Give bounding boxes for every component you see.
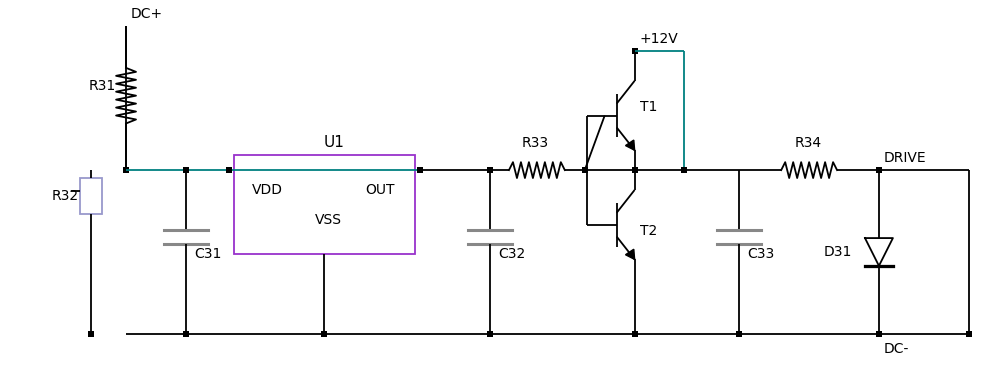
Text: D31: D31 [824, 246, 852, 260]
Text: VDD: VDD [252, 183, 283, 197]
Text: DC-: DC- [884, 342, 909, 356]
Bar [80, 178, 102, 214]
Text: +12V: +12V [640, 32, 678, 46]
Text: R31: R31 [88, 79, 115, 93]
Polygon shape [625, 249, 635, 260]
Text: T1: T1 [640, 100, 657, 114]
Text: U1: U1 [324, 135, 345, 150]
Text: DC+: DC+ [131, 7, 163, 21]
Polygon shape [625, 140, 635, 150]
Text: OUT: OUT [365, 183, 395, 197]
Text: C33: C33 [747, 247, 775, 261]
Text: R34: R34 [794, 136, 821, 150]
Text: C32: C32 [498, 247, 525, 261]
Text: R32: R32 [51, 189, 78, 203]
Text: R33: R33 [522, 136, 549, 150]
Text: T2: T2 [640, 224, 657, 238]
Bar [234, 155, 415, 254]
Text: C31: C31 [194, 247, 221, 261]
Text: VSS: VSS [315, 213, 342, 227]
Text: DRIVE: DRIVE [884, 151, 927, 165]
